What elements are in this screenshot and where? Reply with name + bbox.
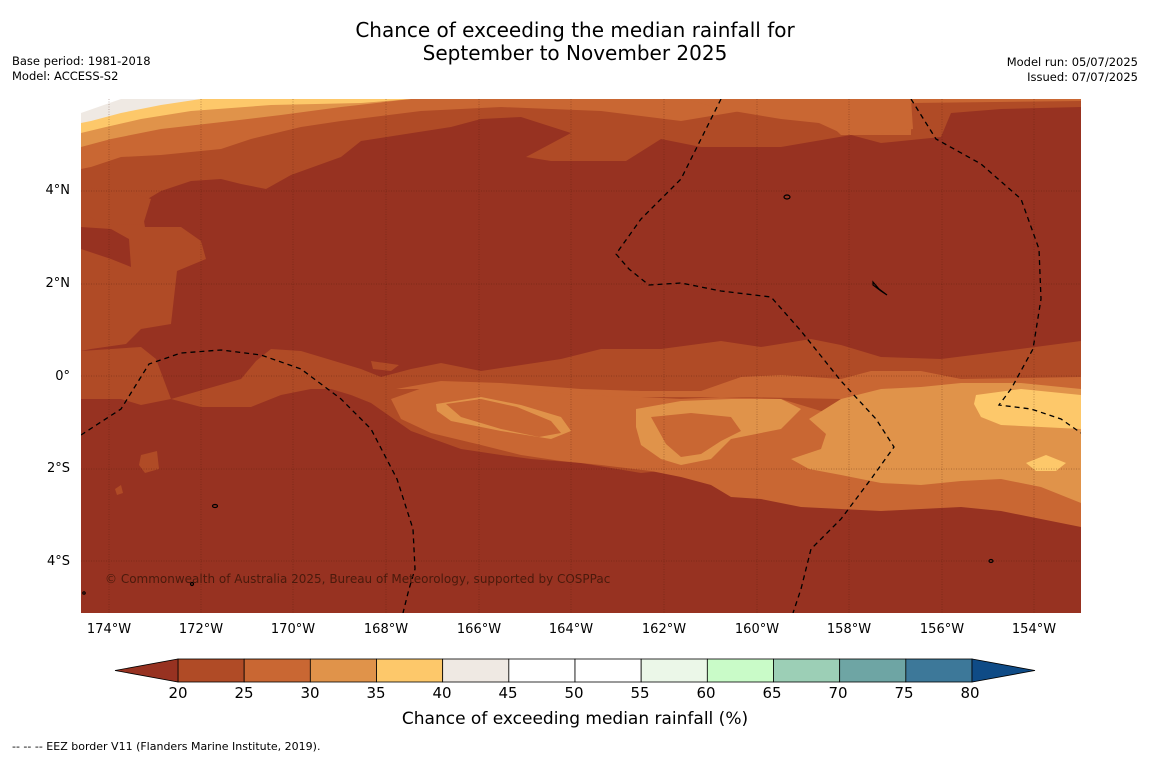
colorbar bbox=[114, 658, 1036, 683]
colorbar-cell bbox=[442, 658, 510, 683]
colorbar-cell bbox=[574, 658, 642, 683]
lon-label: 160°W bbox=[734, 622, 780, 637]
map-title: Chance of exceeding the median rainfall … bbox=[0, 19, 1150, 65]
colorbar-tick: 25 bbox=[234, 684, 254, 702]
region-40-45-north bbox=[81, 99, 201, 123]
colorbar-cells bbox=[177, 658, 973, 683]
island-marker bbox=[189, 581, 195, 587]
colorbar-cell bbox=[309, 658, 377, 683]
copyright-text: © Commonwealth of Australia 2025, Bureau… bbox=[105, 572, 611, 586]
colorbar-cell bbox=[706, 658, 774, 683]
issued-text: Issued: 07/07/2025 bbox=[1027, 70, 1138, 84]
colorbar-cell bbox=[376, 658, 444, 683]
colorbar-tick: 35 bbox=[366, 684, 386, 702]
lon-label: 168°W bbox=[363, 622, 409, 637]
lon-label: 172°W bbox=[178, 622, 224, 637]
colorbar-tick: 40 bbox=[432, 684, 452, 702]
colorbar-label: Chance of exceeding median rainfall (%) bbox=[401, 709, 749, 729]
lon-label: 156°W bbox=[919, 622, 965, 637]
lon-label: 154°W bbox=[1011, 622, 1057, 637]
eez-borders bbox=[81, 99, 1081, 613]
lat-label: 0° bbox=[55, 369, 70, 384]
colorbar-tick: 60 bbox=[696, 684, 716, 702]
region-35-40-north bbox=[81, 99, 411, 133]
map-canvas bbox=[81, 99, 1081, 613]
colorbar-cell bbox=[177, 658, 245, 683]
model-run-text: Model run: 05/07/2025 bbox=[1006, 55, 1138, 69]
colorbar-tick: 55 bbox=[630, 684, 650, 702]
title-line-1: Chance of exceeding the median rainfall … bbox=[355, 18, 795, 42]
colorbar-low-extend bbox=[114, 658, 179, 683]
island-marker bbox=[783, 194, 791, 200]
model-info: Base period: 1981-2018 Model: ACCESS-S2 bbox=[12, 54, 151, 84]
colorbar-cell bbox=[905, 658, 973, 683]
colorbar-tick: 65 bbox=[762, 684, 782, 702]
colorbar-high-extend bbox=[971, 658, 1036, 683]
lon-label: 162°W bbox=[641, 622, 687, 637]
colorbar-tick: 50 bbox=[564, 684, 584, 702]
colorbar-tick: 45 bbox=[498, 684, 518, 702]
colorbar-tick: 80 bbox=[960, 684, 980, 702]
colorbar-cell bbox=[640, 658, 708, 683]
model-text: Model: ACCESS-S2 bbox=[12, 69, 119, 83]
colorbar-tick: 20 bbox=[168, 684, 188, 702]
lon-label: 170°W bbox=[270, 622, 316, 637]
eez-footnote: -- -- -- EEZ border V11 (Flanders Marine… bbox=[12, 740, 321, 753]
colorbar-cell bbox=[773, 658, 841, 683]
rainfall-map bbox=[81, 99, 1081, 613]
run-info: Model run: 05/07/2025 Issued: 07/07/2025 bbox=[1007, 55, 1138, 85]
colorbar-tick: 30 bbox=[300, 684, 320, 702]
lon-label: 164°W bbox=[548, 622, 594, 637]
title-line-2: September to November 2025 bbox=[422, 41, 728, 65]
colorbar-tick: 70 bbox=[828, 684, 848, 702]
lat-label: 2°N bbox=[45, 276, 71, 291]
island-marker bbox=[211, 503, 219, 509]
lon-label: 158°W bbox=[826, 622, 872, 637]
island-marker bbox=[872, 280, 888, 296]
colorbar-cell bbox=[839, 658, 907, 683]
lat-label: 4°N bbox=[45, 183, 71, 198]
islands bbox=[82, 194, 994, 595]
colorbar-tick: 75 bbox=[894, 684, 914, 702]
island-marker bbox=[988, 558, 994, 564]
lon-label: 174°W bbox=[86, 622, 132, 637]
graticule bbox=[81, 99, 1081, 613]
lon-label: 166°W bbox=[456, 622, 502, 637]
lat-label: 2°S bbox=[46, 461, 70, 476]
colorbar-cell bbox=[508, 658, 576, 683]
island-marker bbox=[82, 591, 86, 595]
colorbar-cell bbox=[243, 658, 311, 683]
lat-label: 4°S bbox=[46, 554, 70, 569]
base-period-text: Base period: 1981-2018 bbox=[12, 54, 151, 68]
